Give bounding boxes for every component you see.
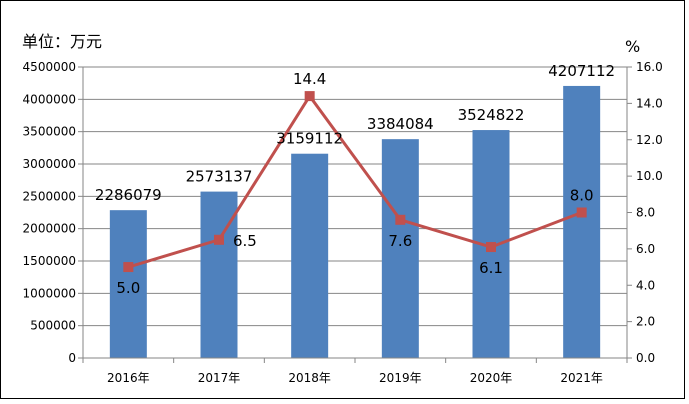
left-axis-unit: 单位：万元 xyxy=(22,32,102,51)
right-tick-label: 14.0 xyxy=(636,96,663,110)
data-labels: 2286079 2573137 3159112 3384084 3524822 42071… xyxy=(95,62,615,297)
line-value-label: 14.4 xyxy=(293,70,326,88)
left-tick-label: 1500000 xyxy=(23,254,76,268)
left-tick-label: 1000000 xyxy=(23,286,76,300)
growth-line xyxy=(127,93,583,269)
x-tick-label: 2019年 xyxy=(379,371,422,385)
bar-series xyxy=(109,85,601,358)
bar-value-label: 2573137 xyxy=(186,168,253,186)
bar xyxy=(563,85,601,358)
bar-value-label: 2286079 xyxy=(95,186,162,204)
x-tick-label: 2021年 xyxy=(560,371,603,385)
left-tick-label: 2000000 xyxy=(23,222,76,236)
line-marker xyxy=(486,242,496,253)
right-tick-label: 10.0 xyxy=(636,169,663,183)
right-tick-label: 12.0 xyxy=(636,133,663,147)
bar-value-label: 4207112 xyxy=(548,62,615,80)
x-tick-label: 2018年 xyxy=(288,371,331,385)
bar-value-label: 3524822 xyxy=(458,106,525,124)
line-marker xyxy=(123,262,134,273)
bar-value-label: 3384084 xyxy=(367,115,434,133)
right-tick-label: 2.0 xyxy=(636,315,655,329)
right-tick-label: 8.0 xyxy=(636,206,655,220)
line-value-label: 7.6 xyxy=(388,232,412,250)
bar xyxy=(381,139,419,358)
bar-value-label: 3159112 xyxy=(276,130,343,148)
bar xyxy=(109,210,147,358)
left-tick-label: 3500000 xyxy=(23,125,76,139)
line-series xyxy=(123,91,587,273)
right-tick-label: 0.0 xyxy=(636,351,655,365)
line-value-label: 6.5 xyxy=(233,232,257,250)
right-tick-label: 4.0 xyxy=(636,278,655,292)
line-marker xyxy=(214,234,224,245)
left-tick-label: 4500000 xyxy=(23,60,76,74)
axes: 0 500000 1000000 1500000 2000000 2500000 30000… xyxy=(23,60,663,385)
x-tick-label: 2016年 xyxy=(107,371,150,385)
left-tick-label: 500000 xyxy=(30,319,76,333)
line-marker xyxy=(576,207,587,218)
right-tick-label: 6.0 xyxy=(636,242,655,256)
right-tick-label: 16.0 xyxy=(636,60,663,74)
left-tick-label: 4000000 xyxy=(23,92,76,106)
line-value-label: 5.0 xyxy=(116,279,140,297)
left-tick-label: 2500000 xyxy=(23,189,76,203)
line-value-label: 6.1 xyxy=(479,259,503,277)
gridlines xyxy=(83,66,627,327)
line-value-label: 8.0 xyxy=(570,187,594,205)
bar xyxy=(291,153,329,358)
left-tick-label: 3000000 xyxy=(23,157,76,171)
x-tick-label: 2017年 xyxy=(198,371,241,385)
left-tick-label: 0 xyxy=(68,351,76,365)
line-marker xyxy=(304,91,315,102)
x-tick-label: 2020年 xyxy=(470,371,513,385)
right-axis-unit: % xyxy=(625,37,640,56)
line-marker xyxy=(395,214,406,225)
